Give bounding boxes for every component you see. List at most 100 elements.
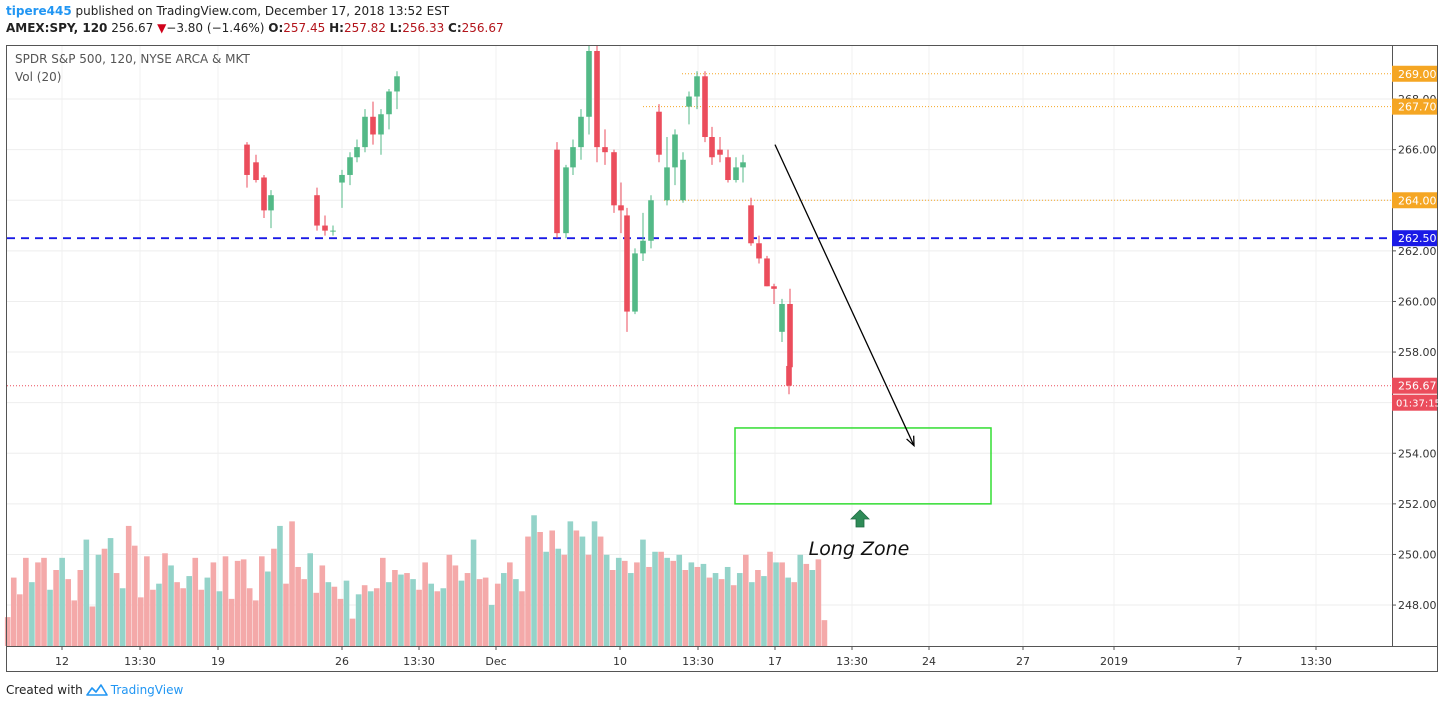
- volume-bar: [125, 525, 132, 646]
- volume-bar: [271, 548, 277, 646]
- candle-body: [602, 147, 608, 153]
- publisher-username[interactable]: tipere445: [6, 4, 72, 18]
- volume-bar: [507, 562, 513, 646]
- price-badge-bg: [1392, 377, 1437, 394]
- volume-bar: [35, 562, 41, 646]
- volume-bar: [543, 551, 549, 646]
- volume-bar: [767, 551, 773, 646]
- volume-bar: [17, 594, 23, 646]
- volume-bar: [367, 591, 374, 646]
- open-value: 257.45: [283, 21, 326, 35]
- volume-bar: [331, 586, 338, 646]
- volume-bar: [373, 588, 380, 646]
- x-tick-label: 13:30: [403, 655, 435, 668]
- price-badge-bg: [1392, 98, 1437, 115]
- volume-bar: [404, 573, 410, 646]
- x-tick-label: 13:30: [1300, 655, 1332, 668]
- candle-body: [354, 147, 360, 158]
- volume-bar: [706, 577, 713, 646]
- volume-bar: [89, 606, 96, 646]
- volume-bar: [712, 573, 719, 646]
- series-legend: SPDR S&P 500, 120, NYSE ARCA & MKT: [15, 52, 250, 66]
- candle-body: [244, 144, 250, 175]
- time-axis-frame: [6, 646, 1438, 672]
- candle-body: [694, 76, 700, 97]
- candle-body: [386, 91, 392, 115]
- volume-bar: [452, 565, 459, 646]
- tradingview-brand[interactable]: TradingView: [110, 683, 184, 697]
- arrow-head-icon: [906, 435, 915, 448]
- volume-bar: [597, 536, 604, 646]
- y-tick-label: 250.00: [1398, 548, 1437, 561]
- price-badge: 267.70: [1398, 101, 1437, 114]
- volume-bar: [192, 557, 199, 646]
- y-tick-label: 266.00: [1398, 144, 1437, 157]
- candle-body: [362, 116, 368, 148]
- volume-bar: [809, 570, 816, 646]
- price-badge: 256.67: [1398, 380, 1437, 393]
- low-value: 256.33: [402, 21, 445, 35]
- volume-bar: [131, 545, 138, 646]
- volume-bar: [773, 562, 779, 646]
- volume-bar: [700, 563, 707, 646]
- price-badge: 269.00: [1398, 68, 1437, 81]
- volume-bar: [422, 562, 428, 646]
- x-tick-label: 24: [922, 655, 936, 668]
- volume-bar: [573, 530, 580, 646]
- volume-bar: [628, 573, 634, 646]
- candle-body: [594, 50, 600, 148]
- candle-body: [787, 303, 793, 368]
- x-tick-label: 13:30: [124, 655, 156, 668]
- volume-bar: [652, 551, 658, 646]
- long-zone-label: Long Zone: [809, 538, 910, 560]
- x-tick-label: Dec: [485, 655, 506, 668]
- created-with-text: Created with: [6, 683, 83, 697]
- candle-body: [664, 167, 670, 201]
- open-label: O:: [268, 21, 284, 35]
- volume-bar: [694, 566, 701, 646]
- x-tick-label: 13:30: [682, 655, 714, 668]
- volume-bar: [113, 573, 120, 646]
- volume-bar: [791, 582, 797, 646]
- candle-body: [680, 159, 686, 201]
- down-arrow-icon: ▼: [157, 21, 167, 35]
- volume-bar: [246, 588, 253, 646]
- candle-body: [779, 303, 785, 332]
- volume-bar: [380, 557, 386, 646]
- volume-bar: [186, 576, 192, 646]
- volume-bar: [513, 579, 519, 646]
- candle-body: [702, 76, 708, 138]
- volume-bar: [204, 577, 211, 646]
- volume-bar: [265, 571, 271, 646]
- volume-bar: [10, 577, 17, 646]
- volume-bar: [609, 570, 616, 646]
- volume-bar: [156, 583, 162, 646]
- volume-bar: [428, 583, 434, 646]
- volume-bar: [440, 588, 447, 646]
- volume-bar: [277, 525, 283, 646]
- volume-bar: [234, 560, 241, 646]
- price-badge-bg: [1392, 230, 1437, 247]
- volume-bar: [259, 556, 265, 646]
- volume-bar: [640, 539, 646, 646]
- plot-frame: [6, 45, 1393, 647]
- price-change: −3.80 (−1.46%): [166, 21, 265, 35]
- volume-bar: [821, 620, 828, 646]
- candle-body: [347, 157, 353, 175]
- candle-body: [563, 167, 569, 234]
- volume-bar: [337, 598, 344, 646]
- volume-bar: [392, 570, 398, 646]
- volume-bar: [549, 530, 555, 646]
- volume-bar: [180, 588, 186, 646]
- symbol-name: AMEX:SPY, 120: [6, 21, 108, 35]
- volume-bar: [162, 553, 168, 646]
- candle-body: [756, 243, 762, 259]
- candle-body: [733, 167, 739, 181]
- volume-bar: [537, 532, 543, 646]
- volume-bar: [615, 557, 622, 646]
- publish-text: published on TradingView.com, December 1…: [71, 4, 450, 18]
- volume-bar: [295, 566, 301, 646]
- volume-bar: [150, 589, 156, 646]
- volume-bar: [658, 551, 664, 646]
